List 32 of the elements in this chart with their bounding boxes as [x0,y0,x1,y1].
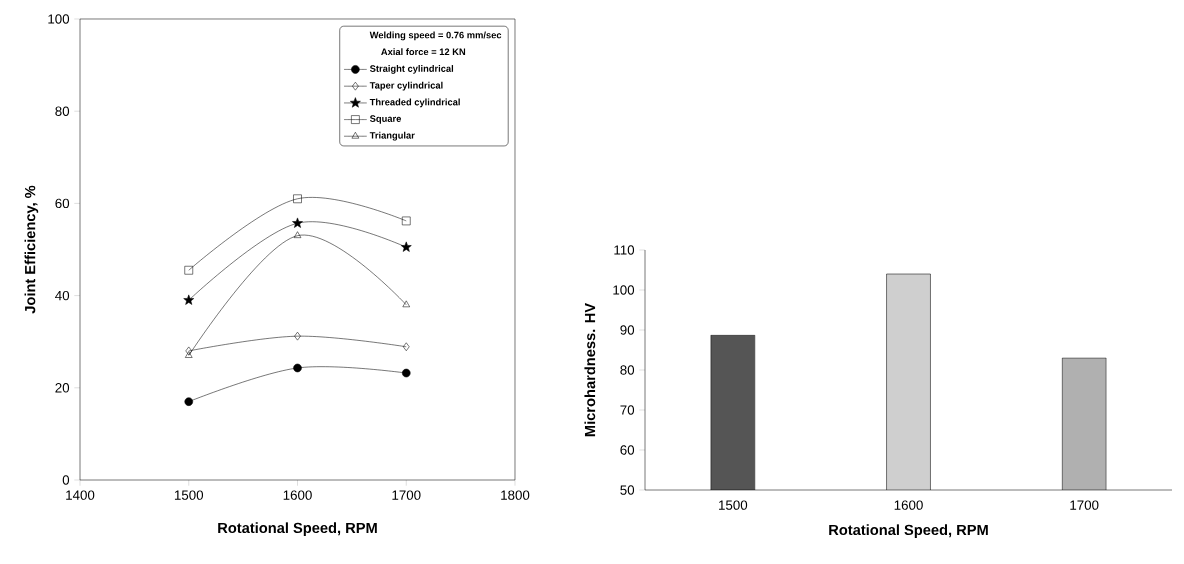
x-axis-title: Rotational Speed, RPM [218,522,377,536]
y-tick-label: 110 [614,245,635,255]
y-tick-label: 80 [55,106,70,116]
y-tick-label: 80 [620,365,635,375]
y-tick-label: 40 [55,290,70,301]
annotation: Axial force = 12 KN [381,48,466,56]
y-tick-label: 50 [620,485,635,495]
x-tick-label: 1400 [66,490,95,500]
legend-label: Triangular [369,131,415,141]
y-tick-label: 90 [620,325,635,335]
x-tick-label: 1700 [1070,500,1099,510]
legend-label: Straight cylindrical [369,65,454,74]
x-tick-label: 1600 [283,490,312,500]
x-tick-label: 1500 [174,490,204,500]
y-tick-label: 70 [620,405,635,415]
y-tick-label: 100 [613,285,635,295]
y-axis-title: Joint Efficiency, % [24,185,39,314]
legend-label: Threaded cylindrical [369,98,460,108]
x-tick-label: 1700 [392,490,421,500]
x-tick-label: 1600 [894,500,923,510]
x-tick-label: 1800 [501,490,530,500]
y-tick-label: 20 [55,383,70,393]
y-tick-label: 0 [62,475,70,485]
x-axis-title: Rotational Speed, RPM [829,524,988,538]
legend-title: Welding speed = 0.76 mm/sec [369,31,502,41]
x-tick-label: 1500 [719,500,748,510]
legend-label: Taper cylindrical [369,81,443,91]
y-axis-title: Microhardness. HV [584,303,596,437]
legend-label: Square [369,115,402,124]
y-tick-label: 100 [48,14,70,24]
y-tick-label: 60 [620,445,635,455]
y-tick-label: 60 [55,198,70,209]
